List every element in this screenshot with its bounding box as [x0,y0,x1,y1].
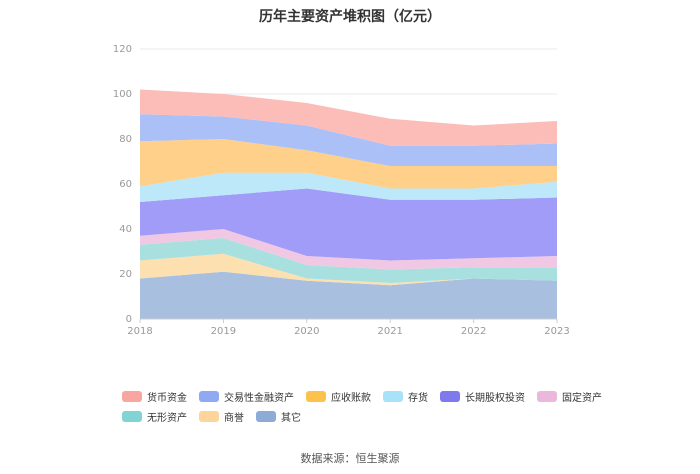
legend-label: 交易性金融资产 [224,392,294,404]
x-tick-label: 2021 [377,326,402,337]
legend-item-intangible-assets[interactable]: 无形资产 [122,409,187,424]
legend-item-accounts-receivable[interactable]: 应收账款 [306,389,371,404]
y-tick-label: 40 [119,224,132,235]
stacked-area-chart: 0 20 40 60 80 100 120 2018 2019 2020 2021 2022 2023 [113,44,570,337]
legend-label: 无形资产 [147,412,187,424]
area-series [140,238,557,283]
legend: 货币资金 交易性金融资产 应收账款 存货 长期股权投资 固定资产 无形资产 商誉… [122,389,602,424]
area-series [140,172,557,202]
area-series [140,271,557,319]
legend-item-goodwill[interactable]: 商誉 [199,409,244,424]
x-tick-label: 2020 [294,326,319,337]
legend-item-cash[interactable]: 货币资金 [122,389,187,404]
legend-label: 其它 [281,412,301,424]
x-tick-label: 2019 [211,326,236,337]
legend-swatch [122,390,142,402]
area-series [140,114,557,166]
legend-label: 货币资金 [147,392,187,404]
legend-label: 应收账款 [331,392,371,404]
x-tick-label: 2023 [544,326,569,337]
legend-swatch [537,390,557,402]
area-series [140,188,557,261]
chart-title: 历年主要资产堆积图（亿元） [259,9,441,25]
data-source: 数据来源：恒生聚源 [300,452,400,465]
area-series [140,89,557,146]
legend-label: 长期股权投资 [465,392,525,404]
legend-item-long-term-equity[interactable]: 长期股权投资 [440,389,525,404]
legend-label: 商誉 [224,412,244,424]
legend-item-fixed-assets[interactable]: 固定资产 [537,389,602,404]
y-tick-label: 60 [119,179,132,190]
x-tick-label: 2018 [127,326,152,337]
legend-swatch [199,410,219,422]
legend-swatch [440,390,460,402]
area-series [140,229,557,270]
y-tick-label: 100 [113,89,132,100]
legend-item-trading-financial-assets[interactable]: 交易性金融资产 [199,389,294,404]
legend-item-inventory[interactable]: 存货 [383,389,428,404]
y-tick-label: 0 [126,314,132,325]
legend-swatch [199,390,219,402]
legend-label: 固定资产 [562,392,602,404]
y-tick-label: 20 [119,269,132,280]
legend-swatch [306,390,326,402]
y-tick-label: 80 [119,134,132,145]
legend-swatch [122,410,142,422]
area-series [140,139,557,189]
y-tick-label: 120 [113,44,132,55]
legend-swatch [256,410,276,422]
legend-item-other[interactable]: 其它 [256,409,301,424]
area-series [140,253,557,286]
legend-swatch [383,390,403,402]
x-tick-label: 2022 [461,326,486,337]
legend-label: 存货 [408,392,428,404]
